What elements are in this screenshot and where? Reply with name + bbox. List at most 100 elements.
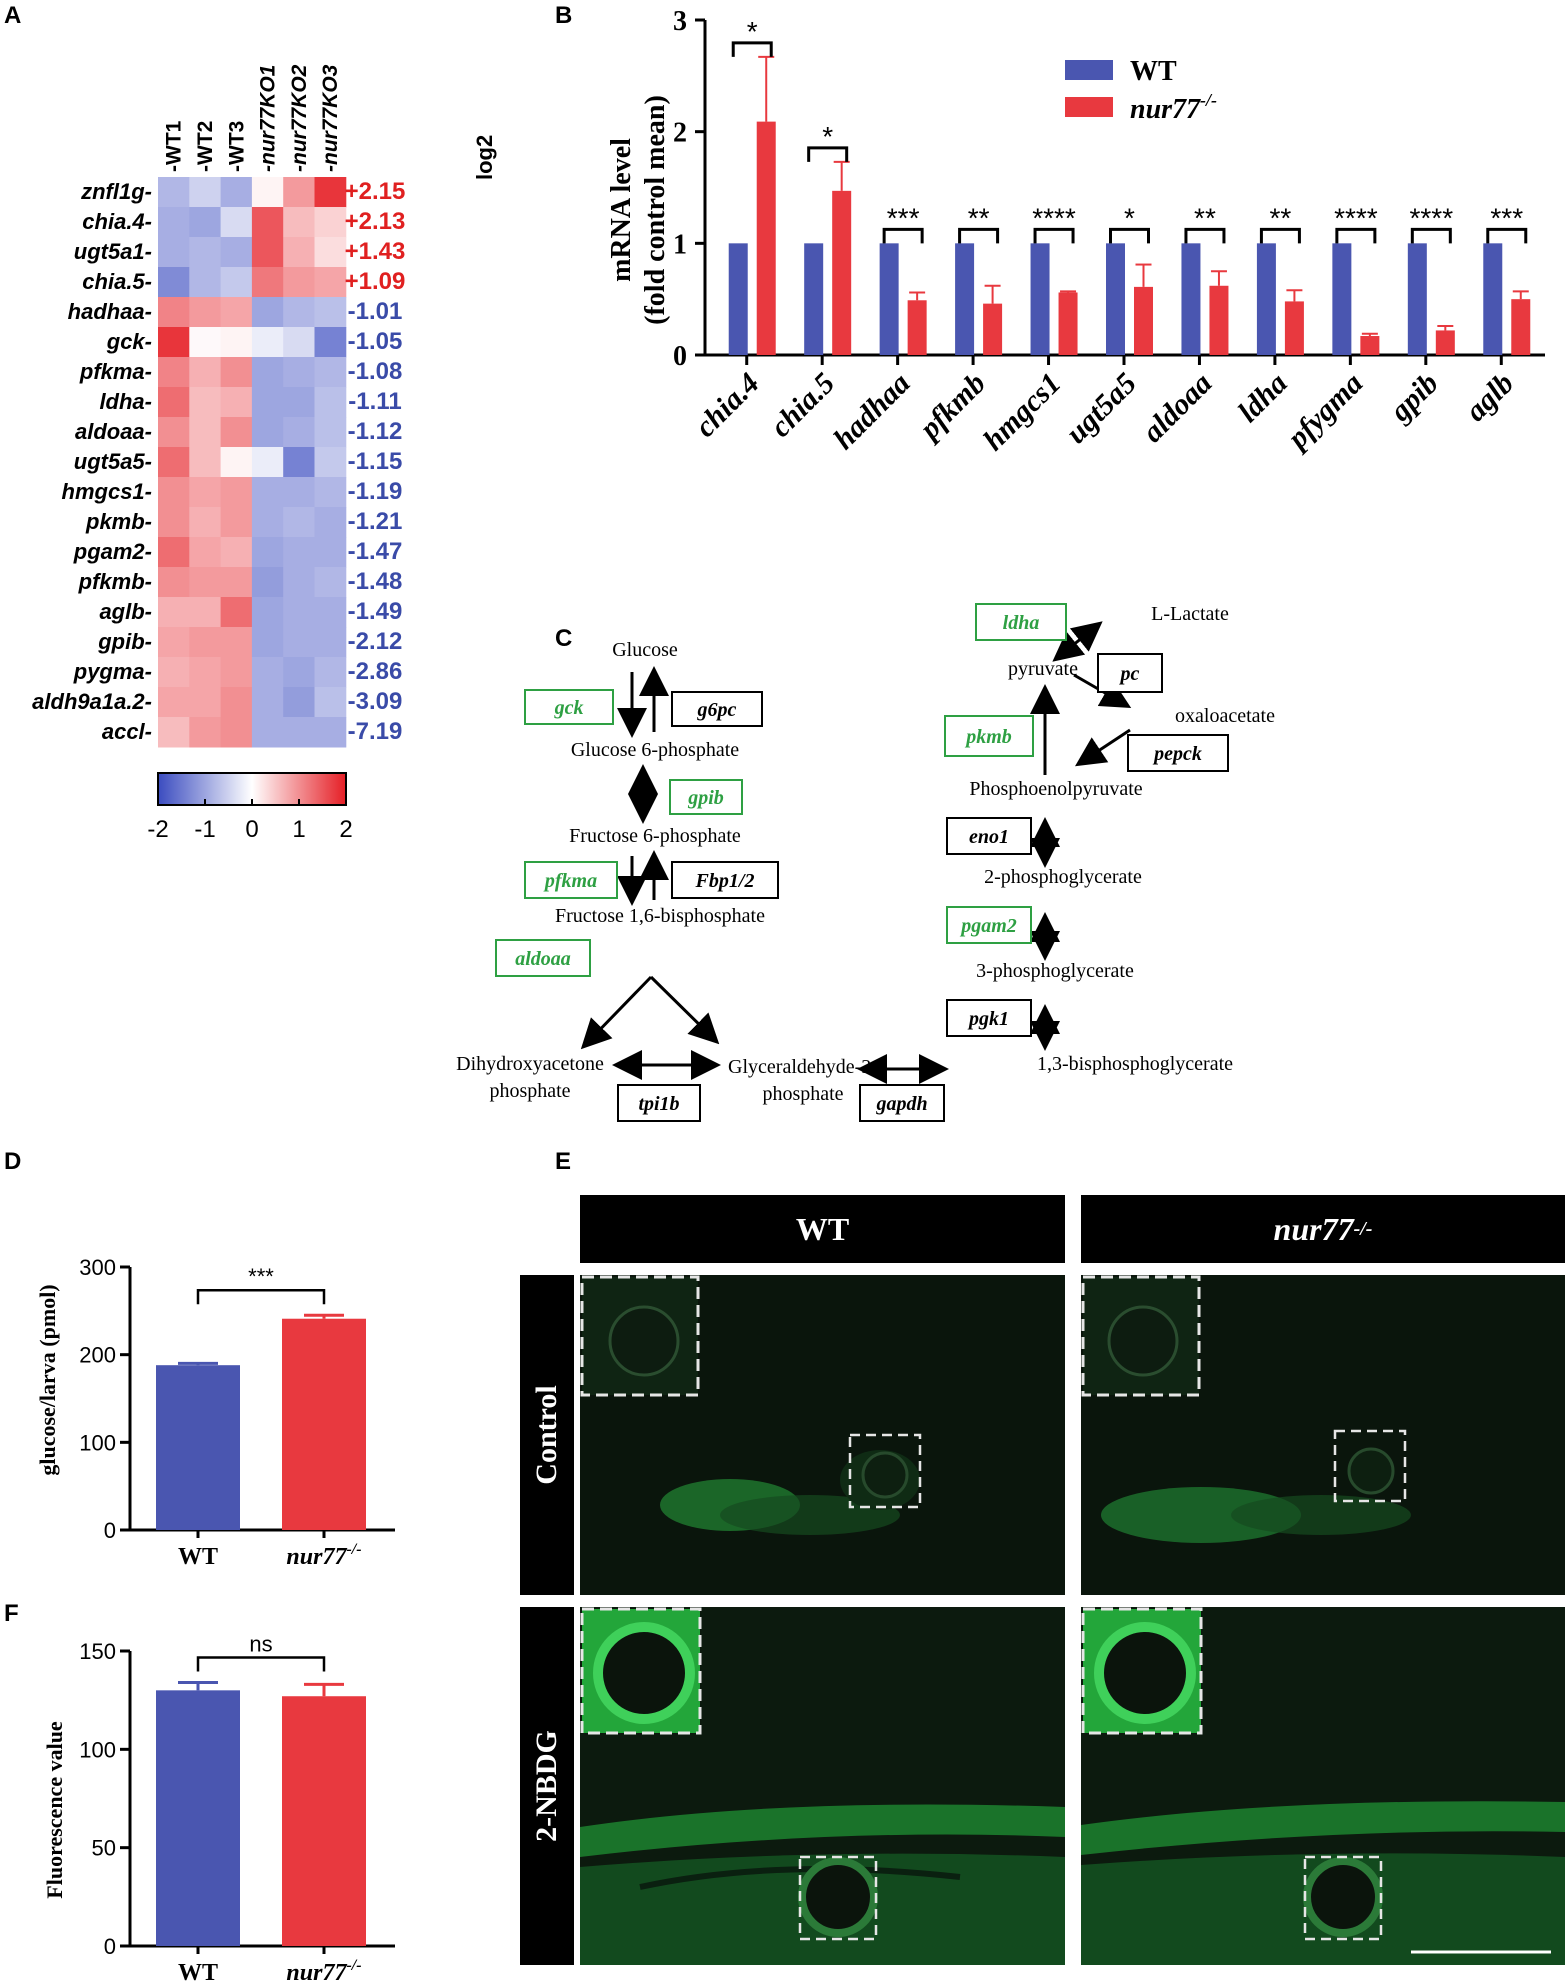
heatmap-cell [251, 177, 284, 208]
heatmap-log2-value: -1.15 [348, 448, 403, 475]
y-tick-label: 100 [79, 1737, 116, 1762]
heatmap-col-label: -WT3 [225, 121, 248, 172]
enzyme-pfkma: pfkma [543, 870, 597, 892]
header-wt-label: WT [795, 1210, 850, 1247]
heatmap-cell [251, 537, 284, 568]
enzyme-box-tpi1b [617, 1084, 701, 1122]
heatmap-cell [158, 177, 190, 208]
heatmap-row-label: ugt5a5- [74, 449, 152, 474]
bar-chart-panel-d: 0 100 200 300 WT nur77-/- *** glucose/larva (p… [35, 1255, 395, 1570]
heatmap-cell [314, 327, 347, 358]
colorbar-tick-label: 1 [292, 816, 305, 843]
significance-stars: **** [1410, 202, 1454, 233]
heatmap-row-label: aldoaa- [75, 419, 152, 444]
significance-label: *** [248, 1264, 274, 1289]
legend-wt-swatch [1065, 60, 1113, 80]
row-label-control: Control [520, 1275, 574, 1595]
colorbar-tick-label: -2 [147, 816, 168, 843]
chart-f-ylabel: Fluorescence value [42, 1721, 67, 1899]
bar-ko [1284, 301, 1304, 355]
bar-wt [156, 1365, 240, 1530]
heatmap-cell [158, 507, 190, 538]
heatmap-row-label: aglb- [99, 599, 152, 624]
heatmap-cell [189, 177, 222, 208]
heatmap-cell [283, 447, 315, 478]
significance-stars: **** [1334, 202, 1378, 233]
heatmap-cell [158, 627, 190, 658]
chart-b-bars [728, 55, 1531, 355]
chart-b-significance: ***** ** **** * ** ** **** **** *** [731, 16, 1528, 244]
enzyme-box-gpib [669, 779, 743, 815]
heatmap-cell [220, 537, 253, 568]
x-tick-label: aldoaa [1136, 367, 1218, 449]
heatmap-cell [220, 477, 253, 508]
bar-wt [879, 243, 899, 355]
heatmap-cell [189, 567, 222, 598]
heatmap-cell [158, 657, 190, 688]
bar-chart-panel-f: 0 50 100 150 WT nur77-/- ns Fluorescence value [42, 1631, 395, 1985]
panel-label-b: B [555, 2, 573, 29]
bar-wt [1332, 243, 1352, 355]
heatmap-col-label: -nur77KO3 [319, 64, 342, 172]
header-ko: nur77 -/- [1081, 1195, 1565, 1263]
heatmap-log2-value: -1.08 [348, 358, 403, 385]
metabolite-pyruvate: pyruvate [1008, 658, 1078, 680]
heatmap-cell [314, 537, 347, 568]
heatmap-cell [220, 417, 253, 448]
heatmap-cell [314, 567, 347, 598]
heatmap-log2-value: -2.12 [348, 628, 403, 655]
heatmap-col-label: -nur77KO1 [257, 65, 280, 172]
y-tick-label: 3 [673, 6, 687, 37]
heatmap-cell [158, 207, 190, 238]
y-tick-label: 0 [104, 1518, 116, 1543]
bar-ko [1209, 285, 1229, 355]
heatmap-cell [220, 237, 253, 268]
legend-ko-swatch [1065, 97, 1113, 117]
row-label-2nbdg: 2-NBDG [520, 1607, 574, 1965]
significance-bracket [807, 146, 849, 162]
enzyme-box-pkmb [944, 715, 1034, 757]
heatmap-cell [220, 207, 253, 238]
chart-d-ylabel: glucose/larva (pmol) [35, 1284, 60, 1475]
enzyme-box-aldoaa [495, 939, 591, 977]
heatmap-cell [189, 687, 222, 718]
enzyme-gapdh: gapdh [875, 1093, 927, 1115]
heatmap-cell [283, 567, 315, 598]
panel-label-d: D [4, 1148, 22, 1175]
x-tick-label: ugt5a5 [1059, 367, 1142, 450]
heatmap-cell [220, 357, 253, 388]
ylabel-line-2: (fold control mean) [640, 95, 671, 325]
heatmap-log2-value: -3.09 [348, 688, 403, 715]
heatmap-row-label: gck- [106, 329, 152, 354]
y-tick-label: 300 [79, 1255, 116, 1280]
enzyme-pgam2: pgam2 [959, 915, 1017, 937]
chart-b-ylabel: mRNA level (fold control mean) [606, 95, 671, 325]
enzyme-pepck: pepck [1152, 743, 1202, 765]
bar-ko [832, 190, 852, 355]
metabolite-glucose: Glucose [612, 639, 678, 661]
significance-label: ns [249, 1631, 272, 1656]
heatmap-cell [251, 597, 284, 628]
heatmap-cell [314, 237, 347, 268]
ylabel-line-1: mRNA level [606, 138, 637, 282]
enzyme-box-g6pc [671, 691, 763, 727]
significance-bracket [882, 227, 924, 244]
panel-label-f: F [4, 1600, 19, 1627]
heatmap-cell [283, 177, 315, 208]
heatmap-cell [283, 717, 315, 748]
micrograph-wt-2nbdg [580, 1607, 1065, 1965]
heatmap-cell [158, 687, 190, 718]
bar-wt [156, 1690, 240, 1946]
heatmap-cell [283, 267, 315, 298]
heatmap-cell [283, 657, 315, 688]
heatmap-cell [189, 657, 222, 688]
heatmap-cell [251, 357, 284, 388]
heatmap-cell [314, 657, 347, 688]
enzyme-box-gapdh [859, 1084, 945, 1122]
enzyme-gck: gck [554, 697, 584, 719]
panel-label-c: C [555, 625, 573, 652]
heatmap-cell [314, 717, 347, 748]
x-tick-label: hmgcs1 [977, 367, 1068, 458]
heatmap-cell [220, 267, 253, 298]
x-tick-label: nur77-/- [286, 1957, 361, 1985]
